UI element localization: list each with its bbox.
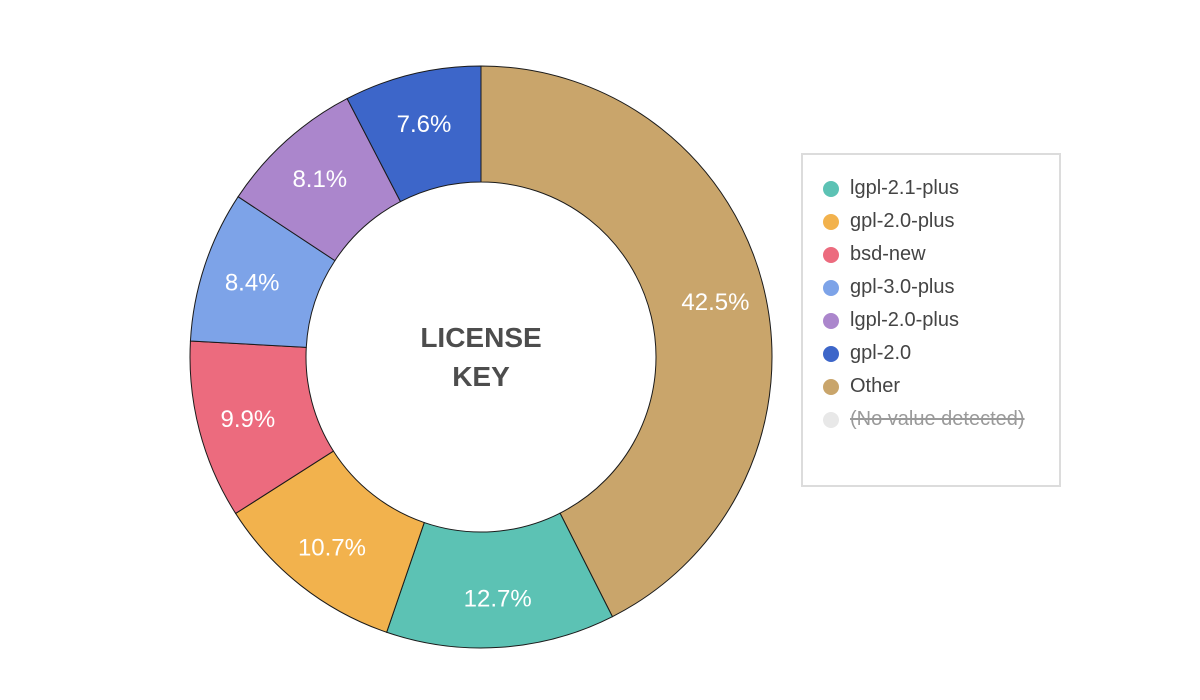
legend-label: Other — [850, 375, 901, 397]
legend-list: lgpl-2.1-plus gpl-2.0-plus bsd-new gpl-3.0-… — [803, 155, 1059, 436]
center-title-line-2: KEY — [452, 361, 510, 392]
slice-label-lgpl-2-0-plus: 8.1% — [292, 166, 347, 193]
legend-item-gpl-2-0[interactable]: gpl-2.0 — [823, 337, 1059, 370]
legend-label: (No value detected) — [850, 408, 1025, 430]
legend-item-other[interactable]: Other — [823, 370, 1059, 403]
legend-item-bsd-new[interactable]: bsd-new — [823, 238, 1059, 271]
donut-slices — [189, 65, 773, 649]
legend-label: bsd-new — [850, 243, 926, 265]
slice-label-bsd-new: 9.9% — [221, 406, 276, 433]
legend-swatch-icon — [823, 378, 839, 395]
legend-swatch-icon — [823, 279, 839, 296]
legend-item-gpl-3-0-plus[interactable]: gpl-3.0-plus — [823, 271, 1059, 304]
legend-item-lgpl-2-0-plus[interactable]: lgpl-2.0-plus — [823, 304, 1059, 337]
legend-label: lgpl-2.1-plus — [850, 177, 959, 199]
legend-item-lgpl-2-1-plus[interactable]: lgpl-2.1-plus — [823, 172, 1059, 205]
chart-legend: lgpl-2.1-plus gpl-2.0-plus bsd-new gpl-3.0-… — [801, 153, 1061, 487]
legend-swatch-icon — [823, 312, 839, 329]
center-title-line-1: LICENSE — [420, 322, 541, 353]
legend-swatch-icon — [823, 180, 839, 197]
legend-label: gpl-3.0-plus — [850, 276, 955, 298]
legend-swatch-icon — [823, 213, 839, 230]
slice-other[interactable] — [480, 65, 773, 618]
slice-label-gpl-3-0-plus: 8.4% — [225, 269, 280, 296]
legend-item-gpl-2-0-plus[interactable]: gpl-2.0-plus — [823, 205, 1059, 238]
slice-label-gpl-2-0-plus: 10.7% — [298, 534, 366, 561]
legend-label: gpl-2.0 — [850, 342, 912, 364]
slice-label-other: 42.5% — [681, 289, 749, 316]
legend-swatch-icon — [823, 411, 839, 428]
slice-label-gpl-2-0: 7.6% — [397, 111, 452, 138]
slice-label-lgpl-2-1-plus: 12.7% — [464, 585, 532, 612]
donut-slice-labels: 42.5% 12.7% 10.7% 9.9% 8.4% 8.1% 7.6% — [221, 111, 750, 613]
legend-swatch-icon — [823, 246, 839, 263]
slice-gpl-2-0[interactable] — [346, 65, 482, 203]
legend-swatch-icon — [823, 345, 839, 362]
legend-label: gpl-2.0-plus — [850, 210, 955, 232]
legend-label: lgpl-2.0-plus — [850, 309, 959, 331]
legend-item-no-value-detected[interactable]: (No value detected) — [823, 403, 1059, 436]
